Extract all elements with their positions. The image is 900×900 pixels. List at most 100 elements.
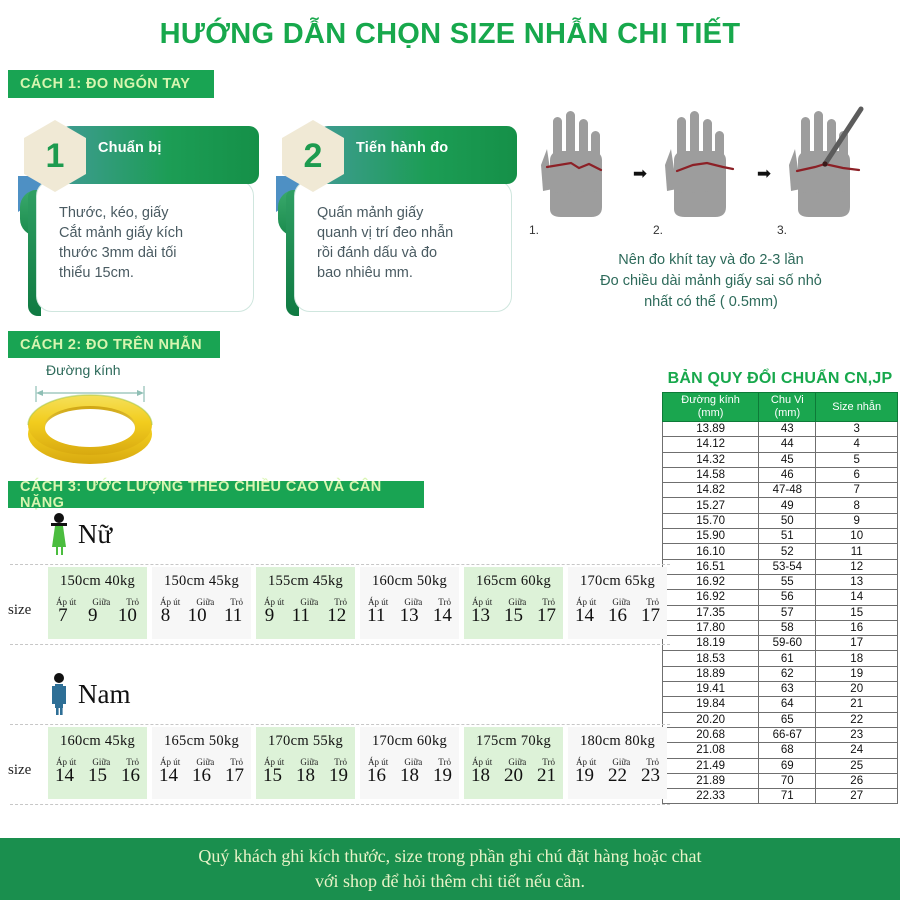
cell-circumference: 62 (758, 665, 817, 683)
cell-circumference: 53-54 (758, 558, 817, 575)
cell-circumference: 55 (758, 573, 817, 591)
size-column-header: 175cm 70kg (475, 733, 552, 749)
cell-ringsize: 21 (815, 696, 898, 713)
finger-label: Trỏ (230, 597, 243, 607)
step-card-1: Thước, kéo, giấy Cắt mảnh giấy kích thướ… (14, 118, 259, 318)
cell-circumference: 44 (758, 436, 817, 453)
male-divider-top (10, 724, 670, 725)
cell-diameter: 15.70 (661, 512, 760, 530)
size-value: 18 (400, 765, 419, 786)
page-title: HƯỚNG DẪN CHỌN SIZE NHẪN CHI TIẾT (159, 18, 741, 50)
size-column-header: 170cm 60kg (371, 733, 448, 749)
section-header-method-3-label: CÁCH 3: ƯỚC LƯỢNG THEO CHIỀU CAO VÀ CÂN … (20, 478, 382, 511)
size-value: 10 (117, 605, 137, 626)
conversion-col-diameter: Đường kính (mm) (661, 392, 760, 422)
cell-diameter: 15.27 (661, 497, 760, 514)
finger-label: Trỏ (438, 597, 451, 607)
finger-label-row: Áp út Giữa Trỏ (464, 597, 563, 607)
cell-circumference: 57 (758, 604, 817, 621)
cell-ringsize: 5 (815, 451, 898, 468)
cell-diameter: 21.89 (661, 772, 760, 790)
finger-label: Áp út (264, 757, 285, 767)
size-value: 12 (327, 605, 347, 626)
hand-diagram-caption: Nên đo khít tay và đo 2-3 lần Đo chiều d… (600, 252, 822, 310)
finger-label: Áp út (160, 757, 181, 767)
size-value-row: 15 18 19 (256, 765, 355, 787)
female-figure-icon (51, 513, 67, 555)
size-value: 14 (159, 765, 178, 786)
size-column-header: 160cm 45kg (59, 733, 136, 749)
male-person-row: Nam (46, 672, 130, 716)
cell-circumference: 56 (758, 589, 817, 606)
table-row: 14.82 47-48 7 (661, 482, 898, 499)
section-header-method-3: CÁCH 3: ƯỚC LƯỢNG THEO CHIỀU CAO VÀ CÂN … (8, 478, 424, 511)
cell-diameter: 17.35 (661, 604, 760, 621)
table-row: 21.49 69 25 (661, 757, 898, 774)
cell-circumference: 58 (758, 619, 817, 637)
cell-diameter: 18.89 (661, 665, 760, 683)
size-value-row: 18 20 21 (464, 765, 563, 787)
finger-label: Giữa (92, 597, 111, 607)
cell-ringsize: 9 (815, 512, 898, 530)
size-column: 165cm 50kg Áp út Giữa Trỏ 14 16 17 (152, 727, 251, 799)
male-figure-icon (52, 673, 66, 715)
finger-label: Áp út (368, 597, 389, 607)
size-value-row: 11 13 14 (360, 605, 459, 627)
cell-diameter: 18.53 (661, 650, 760, 667)
cell-ringsize: 26 (815, 772, 898, 790)
finger-label: Giữa (196, 757, 215, 767)
size-column: 150cm 45kg Áp út Giữa Trỏ 8 10 11 (152, 567, 251, 639)
finger-label: Áp út (56, 597, 77, 607)
size-value: 14 (575, 605, 594, 626)
cell-diameter: 14.12 (661, 436, 760, 453)
diameter-arrow (35, 386, 145, 402)
table-row: 18.53 61 18 (661, 650, 898, 667)
table-row: 21.08 68 24 (661, 742, 898, 759)
table-row: 17.35 57 15 (661, 604, 898, 621)
finger-label: Áp út (368, 757, 389, 767)
finger-label: Áp út (160, 597, 181, 607)
cell-diameter: 16.10 (661, 543, 760, 560)
cell-circumference: 45 (758, 451, 817, 468)
step-number-2: 2 (303, 137, 323, 175)
size-value: 17 (225, 765, 244, 786)
cell-ringsize: 24 (815, 742, 898, 759)
cell-circumference: 65 (758, 711, 817, 728)
cell-circumference: 59-60 (758, 635, 817, 652)
hand-diagram-1: 1. (527, 105, 627, 237)
cell-ringsize: 10 (815, 528, 898, 545)
conversion-table-title: BẢN QUY ĐỔI CHUẨN CN,JP (667, 370, 893, 387)
table-row: 16.51 53-54 12 (661, 558, 898, 575)
finger-label: Áp út (56, 757, 77, 767)
size-column: 160cm 45kg Áp út Giữa Trỏ 14 15 16 (48, 727, 147, 799)
cell-ringsize: 15 (815, 604, 898, 621)
size-column-header: 180cm 80kg (579, 733, 656, 749)
finger-label-row: Áp út Giữa Trỏ (256, 757, 355, 767)
size-value-row: 14 15 16 (48, 765, 147, 787)
size-value: 18 (471, 765, 490, 786)
cell-circumference: 49 (758, 497, 817, 514)
step-card-2: Quấn mảnh giấy quanh vị trí đeo nhẫn rồi… (272, 118, 517, 318)
table-row: 19.41 63 20 (661, 681, 898, 698)
size-value-row: 16 18 19 (360, 765, 459, 787)
finger-label: Áp út (472, 597, 493, 607)
finger-label-row: Áp út Giữa Trỏ (256, 597, 355, 607)
table-row: 16.10 52 11 (661, 543, 898, 560)
female-person-row: Nữ (46, 512, 112, 556)
finger-label: Giữa (300, 757, 319, 767)
size-value: 14 (432, 605, 452, 626)
hand-icon (665, 111, 735, 217)
size-value: 14 (55, 765, 74, 786)
finger-label-row: Áp út Giữa Trỏ (360, 597, 459, 607)
cell-diameter: 19.41 (661, 681, 760, 698)
finger-label: Trỏ (334, 597, 347, 607)
table-row: 16.92 56 14 (661, 589, 898, 606)
cell-ringsize: 25 (815, 757, 898, 774)
size-value-row: 8 10 11 (152, 605, 251, 627)
size-value: 19 (433, 765, 452, 786)
ring-illustration: Đường kính (6, 362, 206, 477)
male-divider-bottom (10, 804, 670, 805)
size-value: 17 (641, 605, 660, 626)
step-body-1: Thước, kéo, giấy Cắt mảnh giấy kích thướ… (36, 180, 254, 312)
gold-ring-icon (27, 386, 153, 464)
